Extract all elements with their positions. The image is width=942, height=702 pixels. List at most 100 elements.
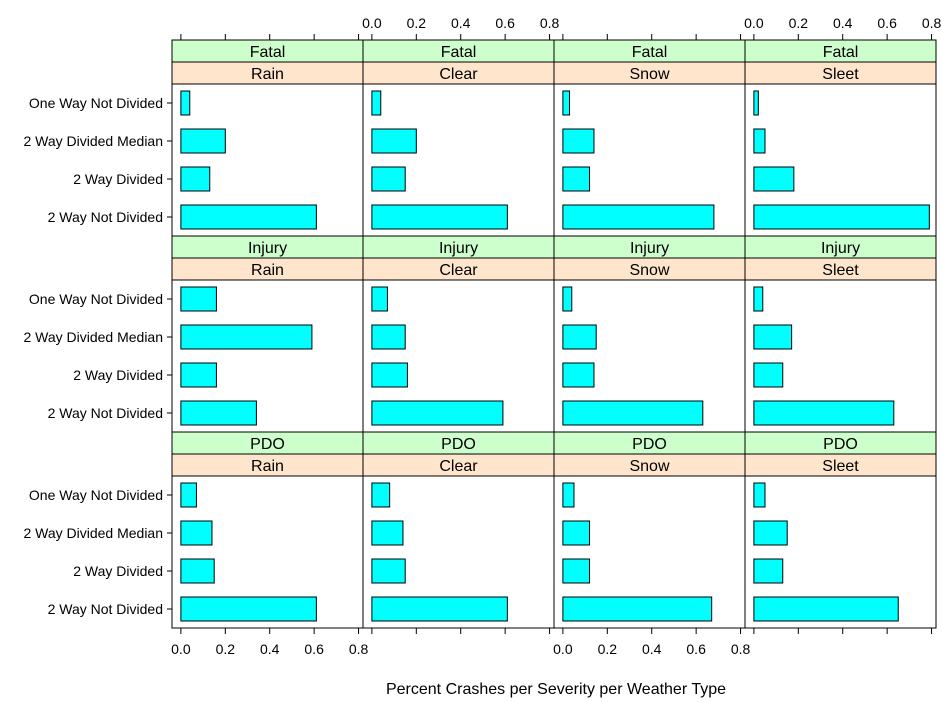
x-tick-label-bottom: 0.0: [171, 641, 191, 657]
weather-strip-label: Clear: [439, 458, 478, 475]
x-tick-label-bottom: 0.2: [216, 641, 236, 657]
bar-2-way-divided-median: [562, 520, 591, 546]
bar-2-way-divided-median: [753, 128, 766, 154]
panel-pdo-rain: PDO Rain: [171, 431, 364, 629]
severity-strip-label: PDO: [632, 436, 667, 453]
bar-2-way-divided: [180, 362, 217, 388]
bar-2-way-divided: [371, 166, 406, 192]
bar-2-way-not-divided: [562, 204, 715, 230]
bar-one-way-not-divided: [753, 286, 764, 312]
bar-2-way-divided: [753, 166, 795, 192]
bar-2-way-not-divided: [753, 204, 930, 230]
x-tick-label-top: 0.6: [495, 15, 515, 31]
severity-strip-label: Injury: [630, 240, 669, 257]
bar-2-way-not-divided: [371, 204, 508, 230]
category-label: 2 Way Not Divided: [48, 405, 163, 421]
category-label: 2 Way Divided Median: [23, 525, 163, 541]
x-tick-label-top: 0.8: [922, 15, 942, 31]
panel-fatal-clear: Fatal Clear: [362, 39, 555, 237]
x-tick-label-top: 0.2: [789, 15, 809, 31]
bar-2-way-divided-median: [753, 324, 793, 350]
category-label: One Way Not Divided: [29, 95, 163, 111]
bar-2-way-not-divided: [753, 596, 899, 622]
bar-one-way-not-divided: [180, 286, 217, 312]
x-tick-label-top: 0.6: [877, 15, 897, 31]
bar-2-way-not-divided: [180, 400, 257, 426]
category-label: 2 Way Divided: [73, 367, 163, 383]
category-label: 2 Way Not Divided: [48, 209, 163, 225]
severity-strip-label: Fatal: [250, 44, 286, 61]
x-tick-label-top: 0.0: [362, 15, 382, 31]
weather-strip-label: Rain: [251, 262, 284, 279]
bar-2-way-not-divided: [753, 400, 895, 426]
bar-2-way-not-divided: [562, 400, 704, 426]
category-label: One Way Not Divided: [29, 487, 163, 503]
x-axis-title: Percent Crashes per Severity per Weather…: [386, 681, 726, 698]
severity-strip-label: Injury: [821, 240, 860, 257]
bar-2-way-divided-median: [371, 324, 406, 350]
category-label: 2 Way Not Divided: [48, 601, 163, 617]
weather-strip-label: Rain: [251, 458, 284, 475]
panel-injury-snow: Injury Snow: [553, 235, 746, 433]
bar-one-way-not-divided: [753, 90, 759, 116]
category-label: 2 Way Divided: [73, 171, 163, 187]
bar-2-way-not-divided: [371, 400, 504, 426]
x-tick-label-bottom: 0.4: [260, 641, 280, 657]
bar-2-way-divided-median: [562, 324, 597, 350]
bar-one-way-not-divided: [371, 90, 382, 116]
severity-strip-label: PDO: [823, 436, 858, 453]
weather-strip-label: Snow: [629, 262, 669, 279]
bar-one-way-not-divided: [371, 482, 391, 508]
bar-2-way-divided: [562, 558, 591, 584]
bar-2-way-not-divided: [180, 204, 317, 230]
panel-fatal-sleet: Fatal Sleet: [744, 39, 937, 237]
bar-2-way-divided: [753, 558, 784, 584]
panel-pdo-snow: PDO Snow: [553, 431, 746, 629]
panels-layer: FatalRainFatalClearFatalSnowFatalSleetIn…: [171, 39, 937, 629]
bar-one-way-not-divided: [562, 482, 575, 508]
weather-strip-label: Rain: [251, 66, 284, 83]
bar-2-way-divided: [371, 558, 406, 584]
panel-pdo-clear: PDO Clear: [362, 431, 555, 629]
panel-pdo-sleet: PDO Sleet: [744, 431, 937, 629]
panel-injury-rain: Injury Rain: [171, 235, 364, 433]
panel-fatal-snow: Fatal Snow: [553, 39, 746, 237]
category-label: 2 Way Divided Median: [23, 133, 163, 149]
x-tick-label-bottom: 0.6: [304, 641, 324, 657]
bar-one-way-not-divided: [562, 286, 573, 312]
bar-2-way-divided: [180, 558, 215, 584]
bar-2-way-not-divided: [562, 596, 713, 622]
weather-strip-label: Sleet: [822, 262, 859, 279]
bar-2-way-divided: [753, 362, 784, 388]
bar-2-way-divided-median: [371, 128, 417, 154]
bar-one-way-not-divided: [371, 286, 388, 312]
bar-one-way-not-divided: [180, 482, 197, 508]
severity-strip-label: PDO: [250, 436, 285, 453]
weather-strip-label: Snow: [629, 458, 669, 475]
severity-strip-label: Fatal: [823, 44, 859, 61]
panel-fatal-rain: Fatal Rain: [171, 39, 364, 237]
x-tick-label-bottom: 0.0: [553, 641, 573, 657]
bar-2-way-divided: [562, 166, 591, 192]
severity-strip-label: Fatal: [632, 44, 668, 61]
weather-strip-label: Sleet: [822, 458, 859, 475]
category-label: 2 Way Divided Median: [23, 329, 163, 345]
weather-strip-label: Snow: [629, 66, 669, 83]
x-tick-label-bottom: 0.2: [598, 641, 618, 657]
severity-strip-label: Injury: [248, 240, 287, 257]
weather-strip-label: Clear: [439, 66, 478, 83]
x-tick-label-bottom: 0.4: [642, 641, 662, 657]
x-tick-label-top: 0.8: [540, 15, 560, 31]
x-tick-label-bottom: 0.8: [349, 641, 369, 657]
bar-2-way-divided-median: [753, 520, 788, 546]
weather-strip-label: Clear: [439, 262, 478, 279]
bar-2-way-divided-median: [180, 128, 226, 154]
bar-2-way-divided: [562, 362, 595, 388]
bar-2-way-divided-median: [562, 128, 595, 154]
bar-one-way-not-divided: [180, 90, 191, 116]
x-axes-layer: 0.0 0.2 0.4 0.6 0.8 0.0 0.2 0.4 0.6 0.8 0.0 0.2 0.4 0…: [171, 15, 941, 657]
bar-2-way-divided-median: [180, 520, 213, 546]
category-labels-layer: One Way Not Divided 2 Way Divided Median 2…: [23, 95, 172, 617]
severity-strip-label: PDO: [441, 436, 476, 453]
